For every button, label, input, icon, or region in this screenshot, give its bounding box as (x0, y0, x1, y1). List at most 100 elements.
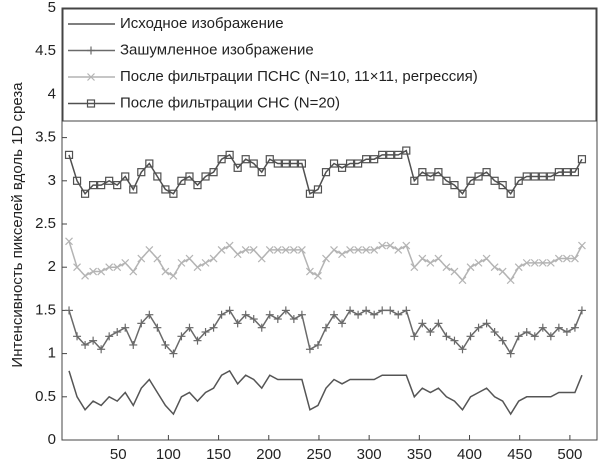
marker (97, 345, 106, 354)
marker (217, 310, 226, 319)
marker-part (201, 258, 210, 267)
marker-part (578, 241, 586, 250)
marker (442, 263, 451, 272)
marker (321, 168, 331, 177)
marker (562, 328, 571, 336)
marker (129, 267, 138, 276)
legend-label: После фильтрации ПСНС (N=10, 11×11, регр… (120, 68, 478, 85)
marker (257, 323, 266, 332)
marker-part (546, 258, 555, 267)
marker (193, 181, 202, 190)
marker (482, 254, 491, 263)
marker (370, 155, 379, 164)
marker (233, 163, 242, 172)
marker-part (466, 263, 475, 272)
marker (177, 176, 186, 185)
marker (89, 267, 98, 276)
marker-part (458, 276, 467, 285)
marker-part (490, 176, 499, 185)
marker-part (265, 245, 274, 254)
marker (402, 306, 411, 315)
marker-part (378, 241, 387, 250)
marker (201, 172, 210, 181)
marker-part (498, 181, 507, 190)
marker-part (426, 258, 435, 267)
marker (538, 258, 547, 267)
marker (354, 245, 363, 254)
marker-part (482, 168, 491, 177)
marker-part (105, 263, 114, 272)
marker-part (394, 150, 403, 159)
marker (329, 159, 339, 168)
y-tick-label: 3.5 (35, 129, 56, 146)
x-tick-label: 100 (156, 446, 181, 463)
marker (554, 168, 563, 177)
marker-part (530, 172, 539, 181)
marker-part (233, 163, 242, 172)
marker (418, 319, 427, 328)
marker-part (506, 189, 515, 198)
marker (498, 336, 507, 345)
marker-part (87, 73, 95, 81)
marker-part (402, 241, 411, 250)
marker-part (506, 276, 515, 285)
marker (177, 258, 186, 267)
marker (554, 254, 563, 263)
marker (418, 168, 427, 177)
marker (65, 237, 73, 246)
marker (81, 340, 90, 349)
marker-part (562, 254, 571, 263)
series-line (68, 309, 583, 356)
marker (538, 172, 547, 181)
marker (450, 336, 459, 345)
marker-part (522, 258, 531, 267)
marker (337, 163, 347, 172)
marker (305, 189, 315, 198)
marker-part (426, 172, 435, 181)
marker (209, 168, 218, 177)
marker (442, 176, 451, 185)
marker-part (297, 245, 306, 254)
marker (522, 328, 531, 336)
marker (297, 310, 306, 319)
marker (530, 332, 539, 341)
marker (137, 254, 146, 263)
marker-part (322, 254, 330, 263)
marker (346, 306, 355, 315)
marker (241, 155, 250, 164)
marker (530, 258, 539, 267)
marker-part (193, 181, 202, 190)
marker-part (442, 176, 451, 185)
legend: Исходное изображение Зашумленное изображе… (62, 8, 597, 122)
marker (121, 172, 130, 181)
marker (169, 189, 178, 198)
marker (562, 168, 571, 177)
marker-part (97, 181, 106, 190)
marker-part (185, 172, 194, 181)
marker-part (434, 168, 443, 177)
marker (345, 159, 355, 168)
marker-part (538, 172, 547, 181)
marker (402, 146, 411, 155)
marker (87, 46, 95, 55)
marker-part (249, 245, 258, 254)
marker-part (113, 263, 122, 272)
marker-part (289, 159, 298, 168)
y-tick-label: 2 (48, 258, 56, 275)
marker-part (577, 155, 587, 164)
marker (394, 150, 403, 159)
marker-part (233, 250, 242, 259)
marker-part (89, 181, 98, 190)
marker-part (281, 245, 290, 254)
marker-part (145, 159, 154, 168)
marker (193, 263, 202, 272)
marker (225, 306, 234, 315)
marker (161, 267, 170, 276)
y-tick-label: 0.5 (35, 388, 56, 405)
marker-part (225, 241, 234, 250)
marker (161, 185, 170, 194)
marker (169, 349, 178, 358)
marker-part (570, 254, 579, 263)
marker-part (554, 254, 563, 263)
